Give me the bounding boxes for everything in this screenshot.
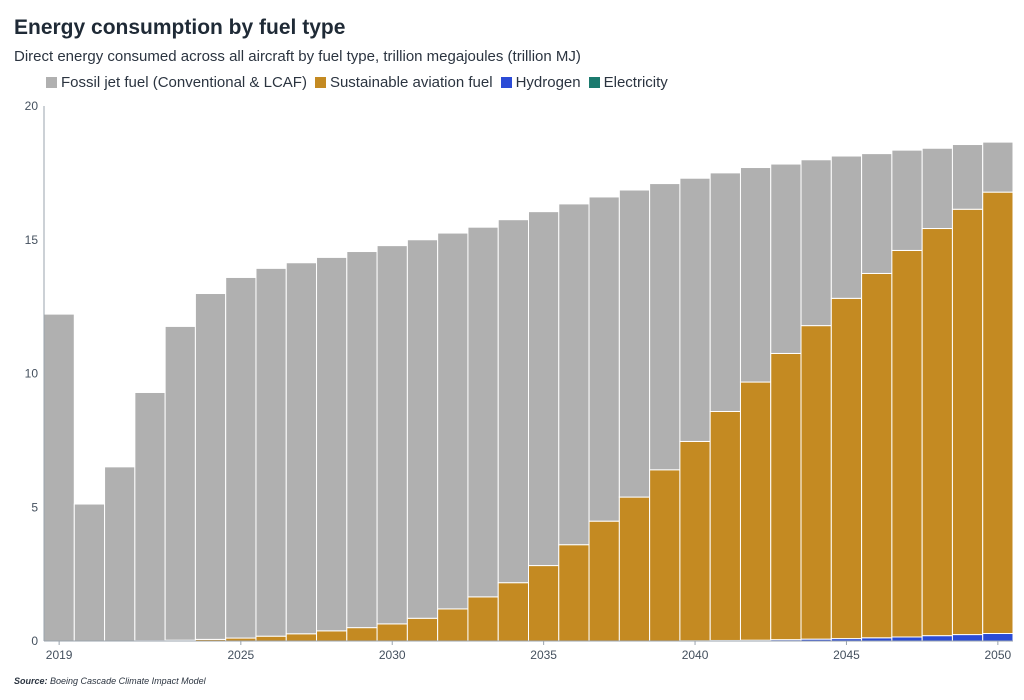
bar-fossil-jet-fuel-conventional-lcaf-2041 [709, 172, 741, 412]
bar-fossil-jet-fuel-conventional-lcaf-2022 [134, 391, 166, 642]
bar-sustainable-aviation-fuel-2038 [618, 496, 651, 642]
legend-label: Fossil jet fuel (Conventional & LCAF) [61, 74, 307, 91]
bar-sustainable-aviation-fuel-2043 [770, 352, 802, 641]
bar-sustainable-aviation-fuel-2049 [951, 208, 984, 636]
bar-sustainable-aviation-fuel-2035 [528, 565, 560, 642]
source-note: Source: Boeing Cascade Climate Impact Mo… [14, 676, 206, 686]
y-tick-label: 5 [31, 500, 38, 514]
x-tick-label: 2040 [682, 648, 709, 662]
legend-swatch [46, 77, 57, 88]
bar-fossil-jet-fuel-conventional-lcaf-2025 [225, 276, 257, 639]
legend-item-hydrogen: Hydrogen [500, 74, 581, 91]
bar-fossil-jet-fuel-conventional-lcaf-2035 [528, 211, 560, 567]
legend-label: Sustainable aviation fuel [329, 74, 493, 91]
bar-sustainable-aviation-fuel-2027 [285, 633, 318, 642]
legend-label: Electricity [603, 74, 668, 91]
bar-sustainable-aviation-fuel-2041 [709, 410, 741, 641]
bar-hydrogen-2048 [921, 635, 953, 642]
bar-fossil-jet-fuel-conventional-lcaf-2027 [285, 262, 318, 635]
source-text: Boeing Cascade Climate Impact Model [50, 676, 206, 686]
bar-sustainable-aviation-fuel-2045 [830, 297, 863, 640]
bar-fossil-jet-fuel-conventional-lcaf-2049 [951, 144, 984, 210]
bar-fossil-jet-fuel-conventional-lcaf-2034 [497, 219, 529, 584]
y-tick-label: 10 [25, 367, 39, 381]
bar-fossil-jet-fuel-conventional-lcaf-2019 [43, 313, 75, 642]
bar-sustainable-aviation-fuel-2030 [376, 623, 408, 642]
bar-sustainable-aviation-fuel-2031 [406, 617, 439, 642]
x-tick-label: 2030 [379, 648, 406, 662]
legend-item-sustainable-aviation-fuel: Sustainable aviation fuel [314, 74, 493, 91]
bar-fossil-jet-fuel-conventional-lcaf-2044 [800, 159, 832, 327]
bar-fossil-jet-fuel-conventional-lcaf-2037 [588, 196, 620, 522]
bar-fossil-jet-fuel-conventional-lcaf-2040 [679, 177, 711, 442]
bar-sustainable-aviation-fuel-2040 [679, 440, 711, 642]
axes-group: 0 5 10 15 20 2019 2025 2030 2035 2040 2045 2050 [25, 99, 1013, 662]
chart-subtitle: Direct energy consumed across all aircra… [14, 48, 581, 65]
legend-item-electricity: Electricity [588, 74, 668, 91]
x-tick-label: 2045 [833, 648, 860, 662]
bar-sustainable-aviation-fuel-2048 [921, 228, 953, 637]
bar-fossil-jet-fuel-conventional-lcaf-2042 [739, 167, 772, 383]
bar-fossil-jet-fuel-conventional-lcaf-2030 [376, 245, 408, 625]
bar-hydrogen-2050 [982, 633, 1014, 642]
legend-swatch [588, 77, 600, 88]
bar-sustainable-aviation-fuel-2037 [588, 520, 620, 642]
bar-sustainable-aviation-fuel-2033 [467, 596, 499, 642]
bar-fossil-jet-fuel-conventional-lcaf-2033 [467, 226, 499, 598]
y-tick-label: 0 [31, 634, 38, 648]
bar-fossil-jet-fuel-conventional-lcaf-2047 [891, 149, 923, 251]
bar-fossil-jet-fuel-conventional-lcaf-2021 [104, 466, 136, 642]
legend-swatch [314, 77, 326, 88]
bar-sustainable-aviation-fuel-2039 [649, 469, 681, 642]
y-tick-label: 15 [25, 233, 39, 247]
legend-label: Hydrogen [515, 74, 581, 91]
x-tick-label: 2035 [530, 648, 557, 662]
bar-sustainable-aviation-fuel-2036 [558, 544, 590, 642]
bar-sustainable-aviation-fuel-2032 [437, 608, 469, 642]
bar-fossil-jet-fuel-conventional-lcaf-2043 [770, 163, 802, 354]
bar-fossil-jet-fuel-conventional-lcaf-2028 [316, 256, 348, 632]
bar-fossil-jet-fuel-conventional-lcaf-2039 [649, 183, 681, 471]
bar-fossil-jet-fuel-conventional-lcaf-2038 [618, 189, 651, 498]
bar-fossil-jet-fuel-conventional-lcaf-2026 [255, 267, 287, 637]
bar-fossil-jet-fuel-conventional-lcaf-2031 [406, 239, 439, 619]
bars-group [43, 141, 1014, 642]
chart-title: Energy consumption by fuel type [14, 16, 346, 39]
y-tick-label: 20 [25, 99, 39, 113]
x-tick-label: 2025 [227, 648, 254, 662]
bar-fossil-jet-fuel-conventional-lcaf-2036 [558, 203, 590, 546]
bar-hydrogen-2049 [951, 634, 984, 642]
bar-fossil-jet-fuel-conventional-lcaf-2045 [830, 155, 863, 299]
legend-item-fossil-jet-fuel-conventional-lcaf: Fossil jet fuel (Conventional & LCAF) [46, 74, 307, 91]
bar-sustainable-aviation-fuel-2050 [982, 191, 1014, 635]
bar-sustainable-aviation-fuel-2029 [346, 627, 378, 642]
bar-fossil-jet-fuel-conventional-lcaf-2029 [346, 251, 378, 629]
bar-hydrogen-2047 [891, 636, 923, 642]
bar-fossil-jet-fuel-conventional-lcaf-2046 [861, 153, 893, 274]
chart-legend: Fossil jet fuel (Conventional & LCAF) Sus… [46, 74, 676, 91]
bar-sustainable-aviation-fuel-2046 [861, 272, 893, 639]
bar-fossil-jet-fuel-conventional-lcaf-2020 [73, 503, 106, 642]
legend-swatch [500, 77, 512, 88]
x-tick-label: 2050 [985, 648, 1012, 662]
bar-sustainable-aviation-fuel-2034 [497, 582, 529, 642]
bar-sustainable-aviation-fuel-2044 [800, 325, 832, 640]
bar-sustainable-aviation-fuel-2047 [891, 249, 923, 638]
bar-fossil-jet-fuel-conventional-lcaf-2023 [164, 325, 196, 641]
bar-sustainable-aviation-fuel-2028 [316, 630, 348, 642]
source-label: Source: [14, 676, 48, 686]
bar-fossil-jet-fuel-conventional-lcaf-2032 [437, 232, 469, 610]
bar-sustainable-aviation-fuel-2042 [739, 381, 772, 641]
x-tick-label: 2019 [46, 648, 73, 662]
bar-fossil-jet-fuel-conventional-lcaf-2024 [194, 293, 227, 640]
bar-fossil-jet-fuel-conventional-lcaf-2048 [921, 147, 953, 230]
bar-fossil-jet-fuel-conventional-lcaf-2050 [982, 141, 1014, 193]
bar-sustainable-aviation-fuel-2026 [255, 635, 287, 642]
